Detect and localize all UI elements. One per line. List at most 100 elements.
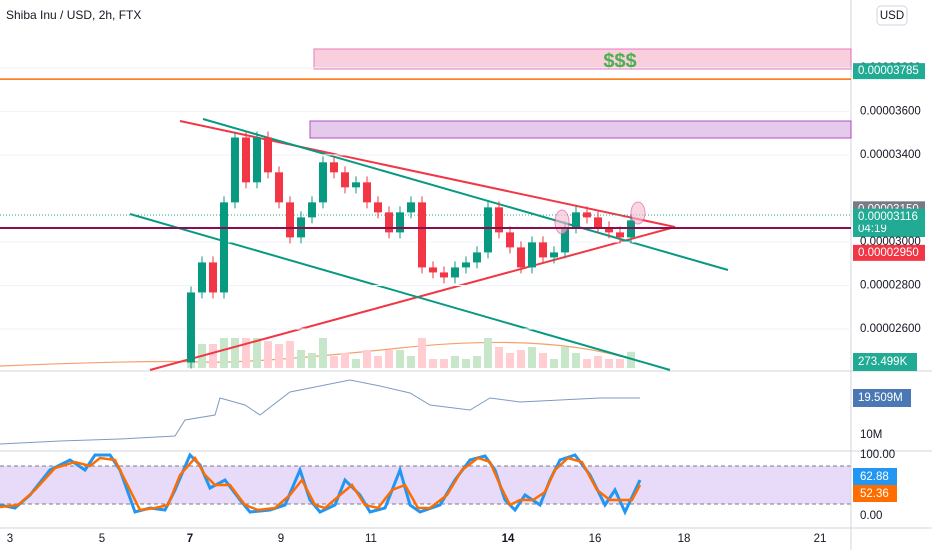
price-tag xyxy=(853,244,925,261)
candle xyxy=(341,172,349,188)
volume-bar xyxy=(352,358,360,368)
candle xyxy=(374,202,382,213)
volume-bar xyxy=(220,338,228,368)
candle xyxy=(616,232,624,238)
candle xyxy=(572,212,580,228)
indicator-line xyxy=(0,379,640,445)
tag xyxy=(853,468,897,485)
candle xyxy=(407,202,415,213)
volume-bar xyxy=(451,355,459,368)
time-tick: 9 xyxy=(278,533,284,545)
volume-bar xyxy=(616,358,624,368)
volume-bar xyxy=(572,352,580,368)
candle xyxy=(187,292,195,363)
volume-bar xyxy=(583,358,591,368)
candle xyxy=(198,262,206,293)
volume-bar xyxy=(429,358,437,368)
candle xyxy=(440,272,448,278)
time-tick: 16 xyxy=(589,533,602,545)
candle xyxy=(594,217,602,228)
channel-line xyxy=(202,118,729,271)
volume-bar xyxy=(407,355,415,368)
volume-label: 273.499K xyxy=(858,356,908,368)
volume-bar xyxy=(396,349,404,368)
candle xyxy=(396,212,404,233)
volume-bar xyxy=(484,338,492,368)
candle xyxy=(264,137,272,173)
stoch-k-label: 62.88 xyxy=(860,471,889,483)
volume-bar xyxy=(495,346,503,368)
candle xyxy=(231,137,239,203)
volume-bar xyxy=(605,358,613,368)
volume-bar xyxy=(253,338,261,368)
volume-bar xyxy=(594,355,602,368)
volume-bar xyxy=(374,355,382,368)
stoch-tick: 100.00 xyxy=(860,449,895,461)
volume-bar xyxy=(308,352,316,368)
tag xyxy=(853,353,917,371)
price-tick: 0.00003400 xyxy=(860,149,921,161)
volume-bar xyxy=(440,358,448,368)
price-tick: 0.00002800 xyxy=(860,280,921,292)
price-tag-label: 0.00003116 xyxy=(858,211,918,223)
annotation: $$$ xyxy=(603,50,636,72)
volume-bar xyxy=(462,358,470,368)
stoch-band xyxy=(0,466,851,504)
volume-bar xyxy=(264,341,272,368)
candle xyxy=(451,267,459,278)
volume-bar xyxy=(418,338,426,368)
price-tag xyxy=(853,208,925,225)
countdown: 04:19 xyxy=(858,223,887,235)
candle xyxy=(385,212,393,233)
resistance-zone xyxy=(309,120,852,139)
volume-bar xyxy=(341,352,349,368)
time-tick: 18 xyxy=(678,533,691,545)
indicator-tick: 10M xyxy=(860,429,882,441)
volume-bar xyxy=(286,340,294,368)
currency-button[interactable] xyxy=(876,5,908,26)
tag xyxy=(853,389,911,407)
volume-bar xyxy=(561,346,569,368)
volume-bar xyxy=(539,352,547,368)
candle xyxy=(308,202,316,218)
time-tick: 7 xyxy=(187,533,193,545)
trendline xyxy=(149,226,676,371)
candle xyxy=(319,162,327,203)
candle xyxy=(429,267,437,273)
time-tick: 14 xyxy=(502,533,515,545)
highlight xyxy=(554,209,570,235)
candle xyxy=(528,242,536,268)
candle xyxy=(220,202,228,293)
time-tick: 3 xyxy=(7,533,13,545)
time-tick: 21 xyxy=(814,533,827,545)
candle xyxy=(418,202,426,268)
time-tick: 11 xyxy=(365,533,377,545)
volume-bar xyxy=(319,338,327,368)
volume-bar xyxy=(242,338,250,368)
price-tag-label: 0.00003785 xyxy=(858,65,919,77)
volume-bar xyxy=(297,349,305,368)
candle xyxy=(363,182,371,203)
price-tag-label: 0.00002950 xyxy=(858,247,919,259)
volume-bar xyxy=(550,358,558,368)
candle xyxy=(550,252,558,258)
candle xyxy=(484,207,492,253)
currency[interactable]: USD xyxy=(880,10,904,22)
volume-bar xyxy=(231,338,239,368)
volume-bar xyxy=(627,351,635,368)
volume-bar xyxy=(506,352,514,368)
candle xyxy=(517,247,525,268)
price-tick: 0.00003600 xyxy=(860,105,921,117)
tag xyxy=(853,485,897,502)
volume-bar xyxy=(330,355,338,368)
candle xyxy=(539,242,547,258)
chart-title: Shiba Inu / USD, 2h, FTX xyxy=(6,8,141,22)
target-zone xyxy=(313,48,852,70)
candle xyxy=(473,252,481,263)
volume-bar xyxy=(473,355,481,368)
candle xyxy=(242,137,250,183)
candle xyxy=(583,212,591,218)
stoch-d xyxy=(0,455,642,512)
candle xyxy=(352,182,360,188)
